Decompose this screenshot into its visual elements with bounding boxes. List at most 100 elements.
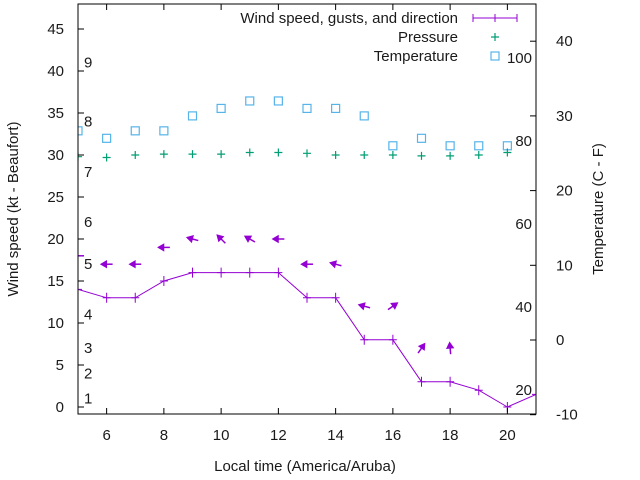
wind-arrow-head	[271, 234, 279, 244]
beaufort-label: 5	[84, 256, 92, 273]
x-tick-label: 8	[160, 427, 168, 444]
temperature-point	[273, 96, 283, 106]
wind-speed-point	[446, 376, 455, 387]
temperature-point	[359, 111, 369, 121]
y-tick-label: 5	[56, 357, 64, 374]
wind-arrow-head	[78, 251, 79, 260]
y-tick-label: 10	[47, 315, 64, 332]
x-tick-label: 16	[385, 427, 402, 444]
wind-speed-point	[159, 276, 168, 286]
beaufort-label: 8	[84, 113, 92, 130]
wind-direction-arrow	[329, 260, 342, 269]
y2-tick-label: 20	[556, 183, 573, 200]
fahrenheit-label: 80	[515, 133, 532, 150]
x-tick-label: 10	[213, 427, 230, 444]
y2-tick-label: 40	[556, 33, 573, 50]
beaufort-label: 7	[84, 164, 92, 181]
pressure-point	[303, 149, 311, 158]
y-tick-label: 30	[47, 147, 64, 164]
wind-arrow-shaft	[387, 305, 394, 311]
wind-speed-point	[188, 267, 197, 278]
beaufort-label: 4	[84, 307, 92, 324]
wind-arrow-head	[216, 234, 225, 243]
wind-speed-point	[78, 284, 82, 295]
legend-sample-pressure	[491, 33, 499, 41]
wind-speed-line	[78, 272, 536, 408]
y-tick-label: 25	[47, 189, 64, 206]
wind-speed-point	[474, 385, 483, 396]
pressure-point	[188, 150, 197, 159]
wind-arrow-head	[128, 260, 136, 269]
legend-label-temperature: Temperature	[374, 48, 458, 65]
wind-arrow-head	[300, 260, 308, 269]
wind-direction-arrow	[271, 234, 285, 244]
wind-speed-point	[388, 334, 397, 345]
wind-speed-point	[331, 292, 340, 303]
y2-tick-label: 30	[556, 108, 573, 125]
y2-tick-label: 0	[556, 332, 564, 349]
pressure-point	[474, 151, 483, 159]
pressure-point	[274, 148, 283, 157]
fahrenheit-label: 20	[515, 382, 532, 399]
wind-speed-point	[532, 389, 536, 400]
wind-direction-arrow	[300, 260, 313, 269]
x-axis-title: Local time (America/Aruba)	[214, 458, 396, 475]
temperature-point	[245, 96, 255, 106]
x-tick-label: 12	[270, 427, 287, 444]
legend-sample-wind	[472, 14, 518, 22]
pressure-point	[78, 152, 82, 161]
pressure-point	[102, 153, 111, 162]
wind-arrow-head	[329, 260, 338, 269]
wind-speed-point	[303, 292, 311, 303]
wind-arrow-head	[357, 302, 366, 311]
wind-direction-arrow	[216, 234, 226, 244]
pressure-point	[446, 151, 455, 160]
y-tick-label: 0	[56, 399, 64, 416]
temperature-point	[474, 141, 484, 151]
temperature-point	[159, 126, 169, 136]
temperature-point	[130, 126, 140, 136]
wind-arrow-shaft	[220, 238, 226, 244]
wind-arrow-head	[417, 342, 426, 351]
temperature-point	[302, 103, 312, 114]
wind-speed-point	[417, 376, 426, 387]
legend: Wind speed, gusts, and direction Pressur…	[240, 10, 518, 65]
y-tick-label: 20	[47, 231, 64, 248]
wind-direction-arrow	[445, 341, 455, 355]
temperature-point	[187, 111, 198, 121]
temperature-point	[78, 126, 83, 136]
wind-speed-point	[245, 267, 254, 278]
wind-direction-arrow	[128, 260, 142, 269]
wind-arrow-shaft	[249, 238, 256, 243]
y-tick-label: 35	[47, 105, 64, 122]
pressure-point	[159, 150, 168, 159]
wind-arrow-head	[99, 260, 108, 269]
fahrenheit-label: 40	[515, 299, 532, 316]
x-tick-label: 20	[499, 427, 516, 444]
wind-speed-point	[102, 292, 111, 303]
wind-arrow-head	[445, 341, 455, 349]
y2-tick-label: 10	[556, 257, 573, 274]
wind-arrow-head	[390, 302, 399, 310]
fahrenheit-label: 60	[515, 216, 532, 233]
temperature-point	[445, 141, 455, 151]
y-tick-label: 40	[47, 63, 64, 80]
wind-direction-arrow	[157, 243, 170, 252]
wind-direction-arrow	[78, 251, 84, 260]
pressure-point	[245, 148, 254, 157]
pressure-point	[360, 151, 369, 159]
fahrenheit-label: 100	[507, 50, 532, 67]
pressure-point	[503, 148, 512, 157]
wind-arrow-shaft	[449, 348, 452, 355]
y-axis-title: Wind speed (kt - Beaufort)	[5, 121, 22, 296]
y-tick-label: 45	[47, 21, 64, 38]
temperature-point	[216, 103, 226, 114]
wind-arrow-shaft	[417, 347, 423, 354]
pressure-point	[388, 151, 397, 159]
pressure-point	[131, 151, 140, 159]
pressure-point	[217, 150, 226, 159]
beaufort-label: 9	[84, 55, 92, 72]
temperature-point	[102, 133, 112, 143]
wind-direction-arrow	[357, 302, 371, 311]
